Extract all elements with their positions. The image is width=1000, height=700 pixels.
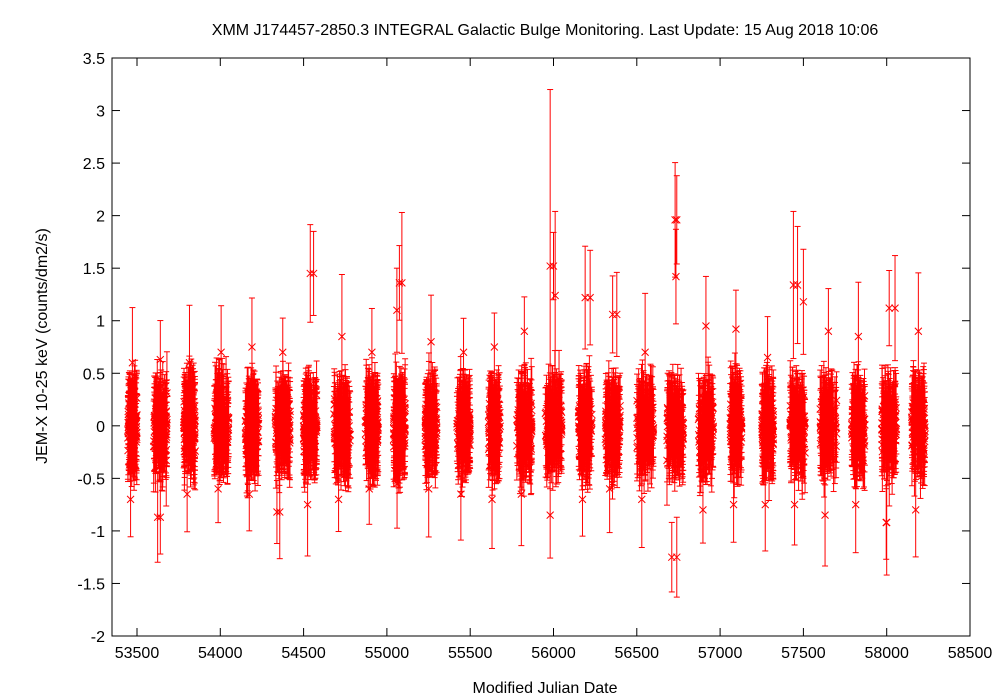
- plot-frame: [111, 57, 971, 637]
- x-tick-label: 54000: [198, 645, 243, 662]
- data-points-layer: [124, 89, 929, 598]
- data-point: [124, 419, 132, 483]
- data-point: [126, 461, 135, 538]
- y-tick-label: -2: [91, 629, 105, 646]
- data-point: [891, 255, 899, 362]
- data-point: [793, 225, 802, 345]
- x-tick-label: 56500: [615, 645, 660, 662]
- data-point: [789, 210, 798, 360]
- y-axis: -2 -1.5 -1 -0.5 0 0.5 1 1.5 2 2.5 3 3.5: [77, 51, 970, 646]
- data-point: [672, 175, 681, 265]
- data-point: [672, 228, 680, 325]
- y-tick-label: -0.5: [77, 471, 105, 488]
- x-tick-label: 56000: [531, 645, 576, 662]
- y-tick-label: 1: [96, 314, 105, 331]
- data-point: [128, 307, 137, 419]
- x-tick-label: 57500: [781, 645, 826, 662]
- x-tick-label: 54500: [281, 645, 326, 662]
- data-point: [671, 162, 679, 278]
- y-axis-label: JEM-X 10-25 keV (counts/dm2/s): [34, 228, 51, 464]
- x-tick-label: 53500: [115, 645, 160, 662]
- y-tick-label: 3.5: [83, 51, 105, 68]
- data-point: [885, 270, 894, 347]
- data-point: [549, 231, 558, 301]
- x-tick-label: 57000: [698, 645, 743, 662]
- data-point: [551, 210, 560, 381]
- chart-title: XMM J174457-2850.3 INTEGRAL Galactic Bul…: [212, 22, 879, 39]
- data-point: [612, 271, 621, 357]
- data-point: [672, 516, 681, 598]
- y-tick-label: 1.5: [83, 261, 105, 278]
- x-tick-label: 58000: [864, 645, 909, 662]
- x-axis: 53500 54000 54500 55000 55500 56000 56500 57000…: [115, 58, 993, 662]
- y-tick-label: -1: [91, 524, 105, 541]
- data-point: [667, 521, 676, 593]
- data-point: [162, 393, 171, 458]
- y-tick-label: 3: [96, 104, 105, 121]
- data-point: [608, 275, 617, 354]
- x-axis-label: Modified Julian Date: [473, 680, 618, 697]
- x-tick-label: 58500: [948, 645, 993, 662]
- data-point: [306, 224, 315, 323]
- data-point: [520, 296, 529, 367]
- data-point: [581, 245, 590, 350]
- y-tick-label: -1.5: [77, 576, 105, 593]
- y-tick-label: 2: [96, 209, 105, 226]
- data-point: [732, 289, 740, 369]
- y-tick-label: 2.5: [83, 156, 105, 173]
- y-tick-label: 0: [96, 419, 105, 436]
- data-point: [309, 230, 318, 316]
- x-tick-label: 55000: [365, 645, 410, 662]
- x-tick-label: 55500: [448, 645, 493, 662]
- y-tick-label: 0.5: [83, 366, 105, 383]
- data-point: [799, 248, 808, 355]
- data-point: [586, 249, 595, 346]
